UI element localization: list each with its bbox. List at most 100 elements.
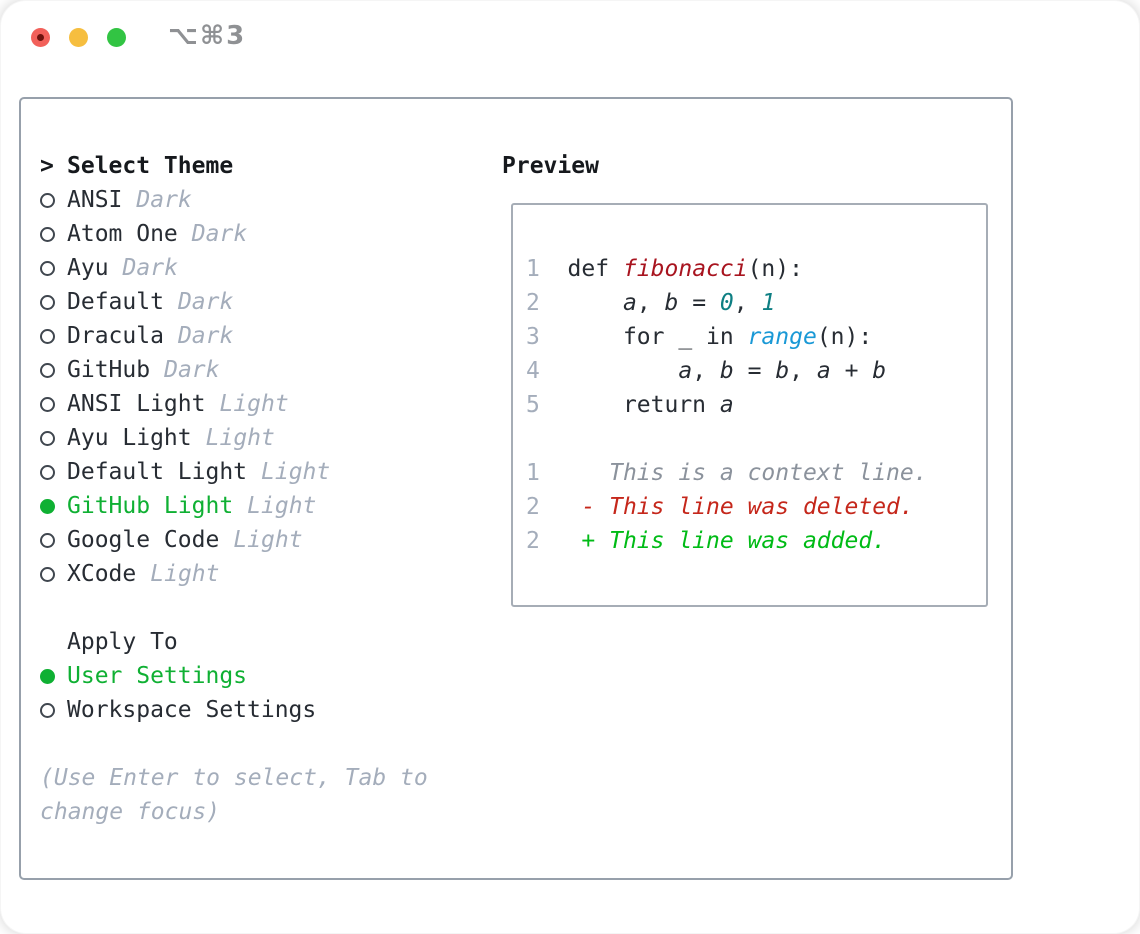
radio-icon[interactable] bbox=[40, 226, 55, 242]
code-line: 4 a, b = b, a + b bbox=[526, 354, 973, 388]
theme-variant: Dark bbox=[177, 289, 234, 315]
theme-name: ANSI Light bbox=[67, 391, 206, 417]
theme-item-atom-one[interactable]: Atom One Dark bbox=[40, 217, 502, 251]
radio-icon[interactable] bbox=[40, 396, 55, 412]
line-number: 2 bbox=[526, 528, 540, 554]
theme-variant: Dark bbox=[122, 255, 178, 281]
radio-icon[interactable] bbox=[40, 328, 55, 344]
apply-option-user-settings[interactable]: User Settings bbox=[40, 659, 502, 693]
theme-list: ANSI Dark Atom One Dark Ayu Dark Default Dark Dr… bbox=[40, 183, 502, 591]
close-button[interactable] bbox=[31, 28, 50, 47]
token-context: This is a context line. bbox=[539, 460, 928, 486]
select-theme-header: > Select Theme bbox=[40, 149, 502, 183]
radio-icon[interactable] bbox=[40, 532, 55, 548]
token-plain: , bbox=[636, 290, 665, 316]
theme-variant: Dark bbox=[136, 187, 192, 213]
token-plain: for _ in bbox=[539, 324, 748, 350]
line-number: 1 bbox=[526, 460, 540, 486]
token-plain bbox=[540, 290, 623, 316]
token-plain: (n): bbox=[816, 324, 873, 350]
radio-icon[interactable] bbox=[40, 294, 55, 310]
line-number: 1 bbox=[526, 256, 540, 282]
apply-to-label: Apply To bbox=[67, 629, 178, 655]
theme-variant: Dark bbox=[164, 357, 220, 383]
line-number: 5 bbox=[526, 392, 540, 418]
radio-icon[interactable] bbox=[40, 430, 55, 446]
preview-label: Preview bbox=[502, 153, 599, 179]
theme-item-default[interactable]: Default Dark bbox=[40, 285, 502, 319]
theme-item-ansi[interactable]: ANSI Dark bbox=[40, 183, 502, 217]
theme-item-default-light[interactable]: Default Light Light bbox=[40, 455, 502, 489]
token-plain: , bbox=[692, 358, 720, 384]
radio-icon[interactable] bbox=[40, 192, 55, 208]
theme-name: Google Code bbox=[67, 527, 220, 553]
theme-picker-panel: > Select Theme ANSI Dark Atom One Dark Ayu Dar… bbox=[19, 97, 1013, 880]
token-plain: = bbox=[733, 358, 776, 384]
code-line: 3 for _ in range(n): bbox=[526, 320, 973, 354]
token-var: a bbox=[622, 290, 637, 316]
theme-name: Default bbox=[67, 289, 164, 315]
theme-item-ansi-light[interactable]: ANSI Light Light bbox=[40, 387, 502, 421]
code-line: 1 This is a context line. bbox=[526, 456, 973, 490]
token-var: b bbox=[775, 358, 790, 384]
token-numlit: 1 bbox=[761, 290, 776, 316]
code-line: 5 return a bbox=[526, 388, 973, 422]
theme-name: Atom One bbox=[67, 221, 178, 247]
token-var: a bbox=[678, 358, 693, 384]
theme-item-xcode[interactable]: XCode Light bbox=[40, 557, 502, 591]
token-func: fibonacci bbox=[622, 256, 748, 282]
theme-item-github[interactable]: GitHub Dark bbox=[40, 353, 502, 387]
theme-variant: Light bbox=[150, 561, 220, 587]
theme-variant: Dark bbox=[191, 221, 248, 247]
radio-icon[interactable] bbox=[40, 260, 55, 276]
theme-name: ANSI bbox=[67, 187, 123, 213]
apply-option-label: Workspace Settings bbox=[67, 697, 317, 723]
theme-item-github-light[interactable]: GitHub Light Light bbox=[40, 489, 502, 523]
select-theme-label: Select Theme bbox=[67, 153, 234, 179]
code-line: 1 def fibonacci(n): bbox=[526, 252, 973, 286]
token-plain: def bbox=[539, 256, 623, 282]
radio-selected-icon[interactable] bbox=[40, 498, 55, 514]
radio-icon[interactable] bbox=[40, 566, 55, 582]
token-var: b bbox=[872, 358, 887, 384]
theme-name: Ayu Light bbox=[67, 425, 192, 451]
token-plain: , bbox=[733, 290, 762, 316]
theme-variant: Dark bbox=[177, 323, 234, 349]
zoom-button[interactable] bbox=[107, 28, 126, 47]
theme-variant: Light bbox=[219, 391, 289, 417]
token-plain: return bbox=[539, 392, 720, 418]
theme-variant: Light bbox=[261, 459, 331, 485]
code-line bbox=[526, 422, 973, 456]
radio-icon[interactable] bbox=[40, 702, 55, 718]
apply-option-workspace-settings[interactable]: Workspace Settings bbox=[40, 693, 502, 727]
theme-variant: Light bbox=[233, 527, 303, 553]
apply-option-label: User Settings bbox=[67, 663, 248, 689]
apply-to-list: User Settings Workspace Settings bbox=[40, 659, 502, 727]
token-plain bbox=[540, 358, 678, 384]
theme-item-dracula[interactable]: Dracula Dark bbox=[40, 319, 502, 353]
line-number: 3 bbox=[526, 324, 540, 350]
code-line: 2 a, b = 0, 1 bbox=[526, 286, 973, 320]
theme-column: > Select Theme ANSI Dark Atom One Dark Ayu Dar… bbox=[40, 149, 502, 878]
token-plain: + bbox=[830, 358, 873, 384]
theme-item-ayu[interactable]: Ayu Dark bbox=[40, 251, 502, 285]
minimize-button[interactable] bbox=[69, 28, 88, 47]
apply-to-header: Apply To bbox=[40, 625, 502, 659]
theme-item-ayu-light[interactable]: Ayu Light Light bbox=[40, 421, 502, 455]
theme-variant: Light bbox=[247, 493, 317, 519]
radio-selected-icon[interactable] bbox=[40, 668, 55, 684]
token-plain: = bbox=[678, 290, 720, 316]
code-line: 2 - This line was deleted. bbox=[526, 490, 973, 524]
theme-variant: Light bbox=[205, 425, 275, 451]
keyboard-hint: (Use Enter to select, Tab to change focu… bbox=[40, 765, 428, 825]
window-title: ⌥⌘3 bbox=[168, 21, 247, 51]
token-var: a bbox=[719, 392, 734, 418]
radio-icon[interactable] bbox=[40, 362, 55, 378]
theme-name: Dracula bbox=[67, 323, 164, 349]
theme-name: XCode bbox=[67, 561, 137, 587]
theme-item-google-code[interactable]: Google Code Light bbox=[40, 523, 502, 557]
token-numlit: 0 bbox=[719, 290, 734, 316]
radio-icon[interactable] bbox=[40, 464, 55, 480]
theme-name: GitHub Light bbox=[67, 493, 234, 519]
theme-name: Ayu bbox=[67, 255, 109, 281]
